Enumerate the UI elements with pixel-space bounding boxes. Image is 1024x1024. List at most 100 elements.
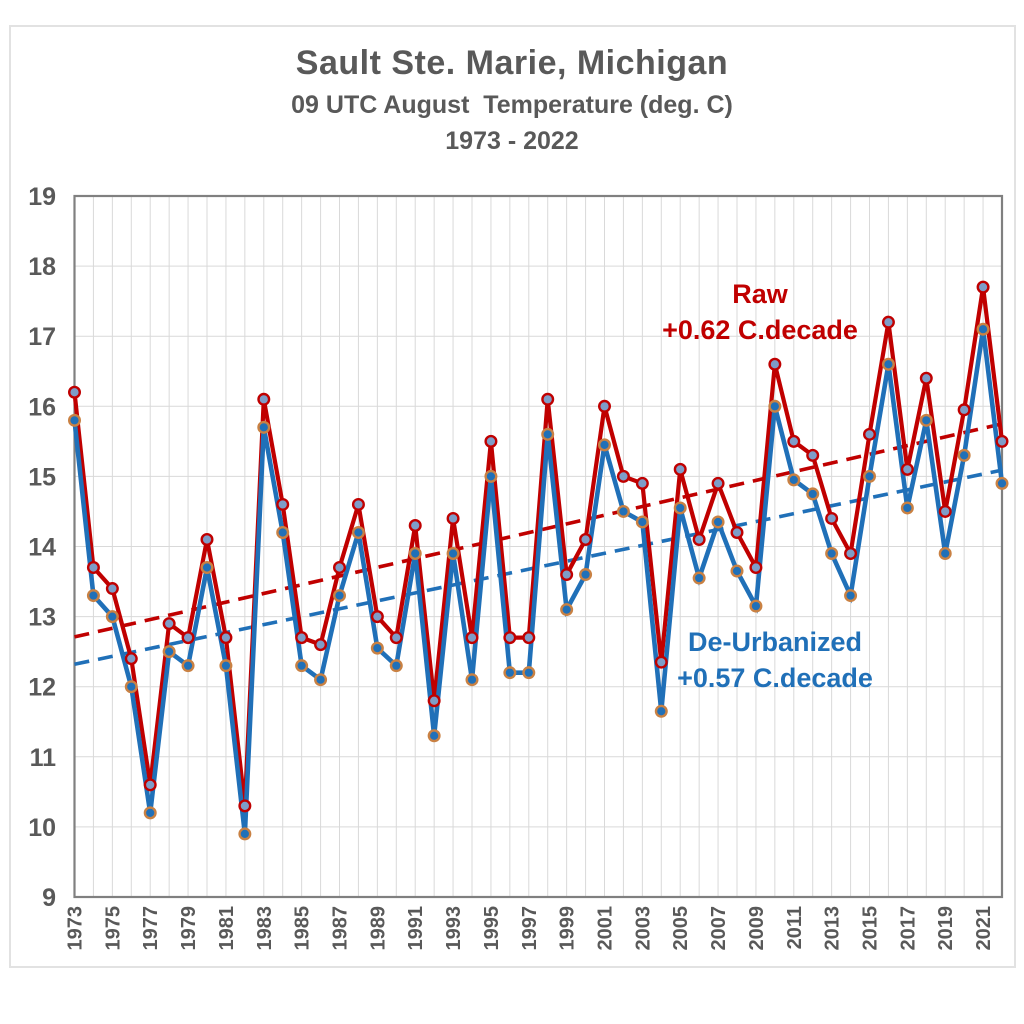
deurbanized-markers-point [938, 547, 952, 561]
deurbanized-markers-point [86, 589, 100, 603]
raw-markers-point [844, 547, 858, 561]
deurbanized-markers-point [976, 322, 990, 336]
deurbanized-markers-point [635, 515, 649, 529]
y-tick-label: 19 [28, 183, 56, 211]
deurbanized-markers-point [825, 547, 839, 561]
raw-markers-point [408, 518, 422, 532]
x-tick-label: 1989 [367, 906, 389, 951]
raw-markers-point [295, 631, 309, 645]
deurbanized-markers-point [654, 704, 668, 718]
legend-raw: Raw +0.62 C.decade [620, 276, 900, 348]
deurbanized-markers-point [560, 603, 574, 617]
x-tick-label: 1995 [481, 906, 503, 951]
chart-subtitle: 09 UTC August Temperature (deg. C) [291, 91, 733, 119]
y-tick-label: 11 [30, 744, 57, 772]
deurbanized-markers-point [522, 666, 536, 680]
raw-markers-point [503, 631, 517, 645]
raw-markers-point [541, 392, 555, 406]
deurbanized-markers-point [124, 680, 138, 694]
raw-markers [67, 280, 1009, 813]
chart-period: 1973 - 2022 [445, 127, 579, 155]
y-tick-label: 14 [28, 534, 56, 562]
deurbanized-markers-point [673, 501, 687, 515]
x-tick-label: 1975 [102, 906, 124, 951]
y-tick-label: 17 [28, 323, 56, 351]
raw-markers-point [143, 778, 157, 792]
deurbanized-markers-point [711, 515, 725, 529]
raw-markers-point [598, 399, 612, 413]
x-tick-label: 2011 [784, 906, 806, 949]
raw-markers-point [919, 371, 933, 385]
raw-markers-point [200, 532, 214, 546]
deurbanized-markers-point [692, 571, 706, 585]
x-tick-label: 2005 [670, 906, 692, 951]
x-tick-label: 2009 [746, 906, 768, 951]
raw-markers-point [881, 315, 895, 329]
raw-markers-point [957, 403, 971, 417]
x-tick-label: 2013 [822, 906, 844, 951]
raw-markers-point [124, 652, 138, 666]
raw-markers-point [579, 532, 593, 546]
deurbanized-markers-point [181, 659, 195, 673]
raw-markers-point [446, 511, 460, 525]
raw-markers-point [351, 497, 365, 511]
deurbanized-markers-point [370, 641, 384, 655]
x-tick-label: 2017 [897, 906, 919, 951]
raw-markers-point [768, 357, 782, 371]
raw-markers-point [427, 694, 441, 708]
deurbanized-trendline [74, 468, 1003, 667]
deurbanized-series-line [72, 328, 1005, 835]
raw-markers-point [654, 655, 668, 669]
deurbanized-markers-point [863, 469, 877, 483]
y-tick-label: 13 [28, 604, 56, 632]
x-tick-labels: 1973 1975 1977 1979 1981 1983 1985 1987 1989 1991… [65, 906, 996, 951]
raw-markers-point [938, 504, 952, 518]
deurbanized-markers-point [806, 487, 820, 501]
raw-markers-point [995, 434, 1009, 448]
deurbanized-markers-point [238, 827, 252, 841]
raw-markers-point [616, 469, 630, 483]
deurbanized-markers-point [219, 659, 233, 673]
deurbanized-markers-point [881, 357, 895, 371]
deurbanized-markers-point [730, 564, 744, 578]
deurbanized-markers-point [995, 476, 1009, 490]
raw-markers-point [314, 638, 328, 652]
deurbanized-markers-point [427, 729, 441, 743]
y-tick-label: 18 [28, 253, 56, 281]
y-tick-label: 15 [28, 463, 56, 491]
x-tick-label: 1997 [519, 906, 541, 951]
x-tick-label: 1979 [178, 906, 200, 951]
x-tick-label: 1999 [557, 906, 579, 951]
raw-markers-point [181, 631, 195, 645]
deurbanized-markers [67, 322, 1009, 841]
raw-markers-point [863, 427, 877, 441]
raw-markers-point [219, 631, 233, 645]
x-tick-label: 2001 [595, 906, 617, 951]
deurbanized-markers-point [200, 561, 214, 575]
deurbanized-markers-point [389, 659, 403, 673]
x-tick-label: 1977 [140, 906, 162, 951]
raw-markers-point [276, 497, 290, 511]
x-tick-label: 1973 [65, 906, 87, 951]
legend-deurbanized-trend: +0.57 C.decade [677, 663, 873, 693]
raw-markers-point [692, 532, 706, 546]
x-tick-label: 2015 [860, 906, 882, 951]
y-tick-label: 10 [28, 814, 56, 842]
raw-markers-point [787, 434, 801, 448]
legend-raw-label: Raw [732, 279, 788, 309]
x-tick-label: 1993 [443, 906, 465, 951]
x-tick-label: 1987 [330, 906, 352, 951]
y-tick-label: 12 [28, 674, 56, 702]
raw-markers-point [806, 448, 820, 462]
raw-markers-point [825, 511, 839, 525]
deurbanized-markers-point [333, 589, 347, 603]
x-tick-label: 2019 [935, 906, 957, 951]
title-block: Sault Ste. Marie, Michigan 09 UTC August… [0, 44, 1024, 156]
deurbanized-markers-point [957, 448, 971, 462]
deurbanized-markers-point [67, 413, 81, 427]
raw-markers-point [86, 561, 100, 575]
raw-markers-point [257, 392, 271, 406]
deurbanized-markers-point [844, 589, 858, 603]
